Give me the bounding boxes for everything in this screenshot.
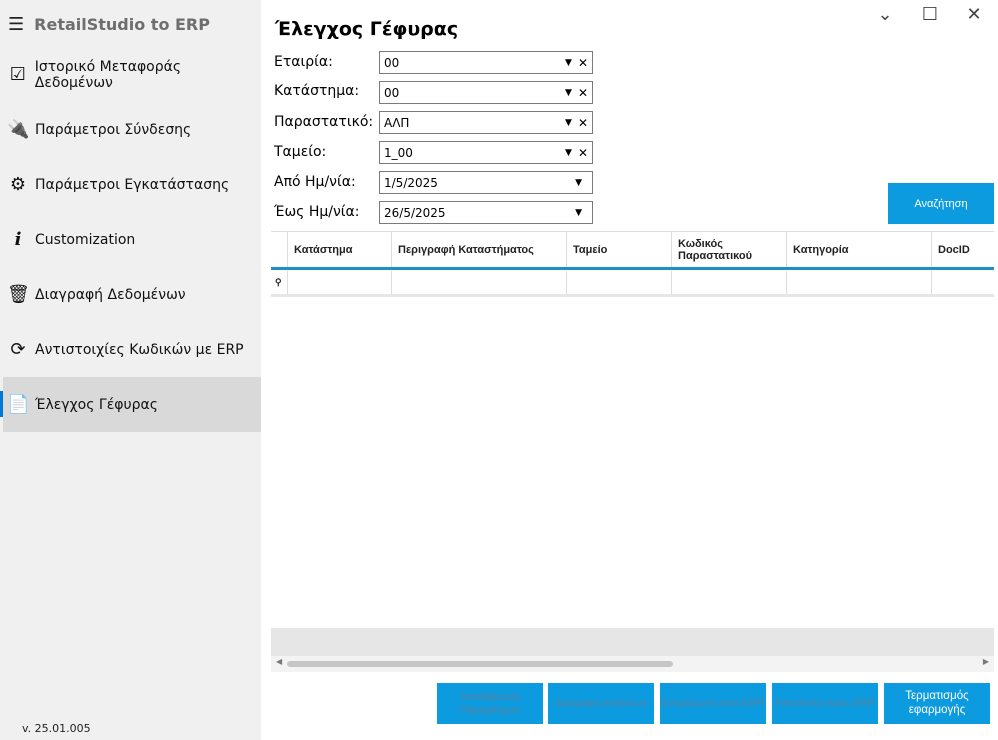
company-select[interactable]: 00 ▼ ✕ (379, 51, 593, 74)
update-from-erp-button[interactable]: Ενημέρωση από ERP (660, 683, 766, 724)
pin-icon: ⚲ (271, 271, 288, 294)
column-header[interactable]: Κατάστημα (288, 232, 392, 267)
register-select[interactable]: 1_00 ▼ ✕ (379, 141, 593, 164)
to-date-picker[interactable]: 26/5/2025 ▼ (379, 201, 593, 224)
checklist-icon: ☑ (9, 64, 26, 85)
filter-cell[interactable] (787, 271, 932, 294)
dropdown-arrow-icon[interactable]: ▼ (565, 57, 572, 68)
info-icon: i (14, 229, 22, 250)
sidebar-item-customization[interactable]: i Customization (3, 212, 261, 267)
column-header[interactable]: DocID (938, 243, 970, 256)
select-value: 00 (384, 55, 400, 70)
sidebar-item-code-mapping[interactable]: ⟳ Αντιστοιχίες Κωδικών με ERP (3, 322, 261, 377)
clear-icon[interactable]: ✕ (577, 55, 588, 70)
exit-application-button[interactable]: Τερματισμός εφαρμογής (884, 683, 990, 724)
filter-cell[interactable] (932, 271, 994, 294)
trash-icon: 🗑 (7, 284, 30, 305)
sidebar-item-label: Παράμετροι Σύνδεσης (35, 121, 192, 138)
select-value: 00 (384, 85, 400, 100)
dropdown-arrow-icon[interactable]: ▼ (565, 87, 572, 98)
store-select[interactable]: 00 ▼ ✕ (379, 81, 593, 104)
filter-row[interactable]: ⚲ (271, 271, 994, 297)
column-header[interactable]: Ταμείο (567, 232, 672, 267)
clear-icon[interactable]: ✕ (577, 145, 588, 160)
from-date-label: Από Ημ/νία: (274, 174, 356, 190)
filter-cell[interactable] (567, 271, 672, 294)
date-value: 1/5/2025 (384, 175, 438, 190)
select-value: ΑΛΠ (384, 115, 410, 130)
brand: ☰ RetailStudio to ERP (8, 14, 210, 35)
refresh-icon: ⟳ (10, 339, 26, 360)
results-grid: Κατάστημα Περιγραφή Καταστήματος Ταμείο … (271, 231, 994, 629)
delete-transactions-button[interactable]: Διαγραφή κινήσεων (548, 683, 654, 724)
dropdown-arrow-icon[interactable]: ▼ (565, 117, 572, 128)
chevron-down-icon[interactable]: ⌄ (877, 4, 893, 25)
company-label: Εταιρία: (274, 54, 333, 70)
search-button[interactable]: Αναζήτηση (888, 183, 994, 224)
close-icon[interactable]: ✕ (966, 4, 982, 25)
clear-icon[interactable]: ✕ (577, 115, 588, 130)
dropdown-arrow-icon[interactable]: ▼ (575, 207, 582, 218)
column-header[interactable]: Κατηγορία (787, 232, 932, 267)
sidebar-item-history[interactable]: ☑ Ιστορικό Μεταφοράς Δεδομένων (3, 47, 261, 102)
app-title: RetailStudio to ERP (34, 15, 210, 34)
sidebar-item-label: Έλεγχος Γέφυρας (35, 396, 158, 413)
horizontal-scrollbar[interactable]: ◀ ▶ (271, 656, 994, 672)
sidebar-item-connection[interactable]: 🔌 Παράμετροι Σύνδεσης (3, 102, 261, 157)
plug-icon: 🔌 (7, 119, 30, 140)
maximize-icon[interactable]: ☐ (921, 4, 939, 25)
select-value: 1_00 (384, 145, 413, 160)
menu-collapse-icon[interactable]: ☰ (8, 14, 25, 35)
send-to-erp-button[interactable]: Αποστολή προς ERP (772, 683, 878, 724)
scrollbar-thumb[interactable] (287, 661, 673, 667)
grid-header: Κατάστημα Περιγραφή Καταστήματος Ταμείο … (271, 232, 994, 270)
sidebar-item-label: Διαγραφή Δεδομένων (35, 286, 186, 303)
sidebar-item-label: Αντιστοιχίες Κωδικών με ERP (35, 341, 244, 358)
scroll-left-icon[interactable]: ◀ (276, 657, 283, 666)
date-value: 26/5/2025 (384, 205, 446, 220)
document-select[interactable]: ΑΛΠ ▼ ✕ (379, 111, 593, 134)
dropdown-arrow-icon[interactable]: ▼ (575, 177, 582, 188)
register-label: Ταμείο: (274, 144, 327, 160)
version-label: v. 25.01.005 (22, 722, 91, 735)
clear-icon[interactable]: ✕ (577, 85, 588, 100)
sidebar-item-bridge-check[interactable]: 📄 Έλεγχος Γέφυρας (0, 377, 261, 432)
store-label: Κατάστημα: (274, 83, 360, 99)
row-indicator-header (271, 232, 288, 267)
gears-icon: ⚙ (9, 174, 27, 195)
sidebar-item-label: Customization (35, 231, 136, 248)
column-header[interactable]: Κωδικός Παραστατικού (672, 232, 787, 267)
filter-cell[interactable] (288, 271, 392, 294)
grid-footer (271, 628, 994, 656)
scroll-right-icon[interactable]: ▶ (982, 657, 989, 666)
sidebar-item-installation[interactable]: ⚙ Παράμετροι Εγκατάστασης (3, 157, 261, 212)
sidebar-item-delete-data[interactable]: 🗑 Διαγραφή Δεδομένων (3, 267, 261, 322)
documents-icon: 📄 (7, 394, 30, 415)
document-label: Παραστατικό: (274, 114, 374, 130)
save-parameters-button[interactable]: Αποθήκευση Παραμέτρων (437, 683, 543, 724)
sidebar: ☰ RetailStudio to ERP ☑ Ιστορικό Μεταφορά… (0, 0, 261, 740)
column-header[interactable]: Περιγραφή Καταστήματος (392, 232, 567, 267)
to-date-label: Έως Ημ/νία: (274, 204, 360, 220)
dropdown-arrow-icon[interactable]: ▼ (565, 147, 572, 158)
filter-cell[interactable] (672, 271, 787, 294)
from-date-picker[interactable]: 1/5/2025 ▼ (379, 171, 593, 194)
sidebar-item-label: Παράμετροι Εγκατάστασης (35, 176, 230, 193)
sidebar-item-label: Ιστορικό Μεταφοράς Δεδομένων (34, 58, 182, 91)
page-title: Έλεγχος Γέφυρας (275, 18, 459, 40)
filter-cell[interactable] (392, 271, 567, 294)
